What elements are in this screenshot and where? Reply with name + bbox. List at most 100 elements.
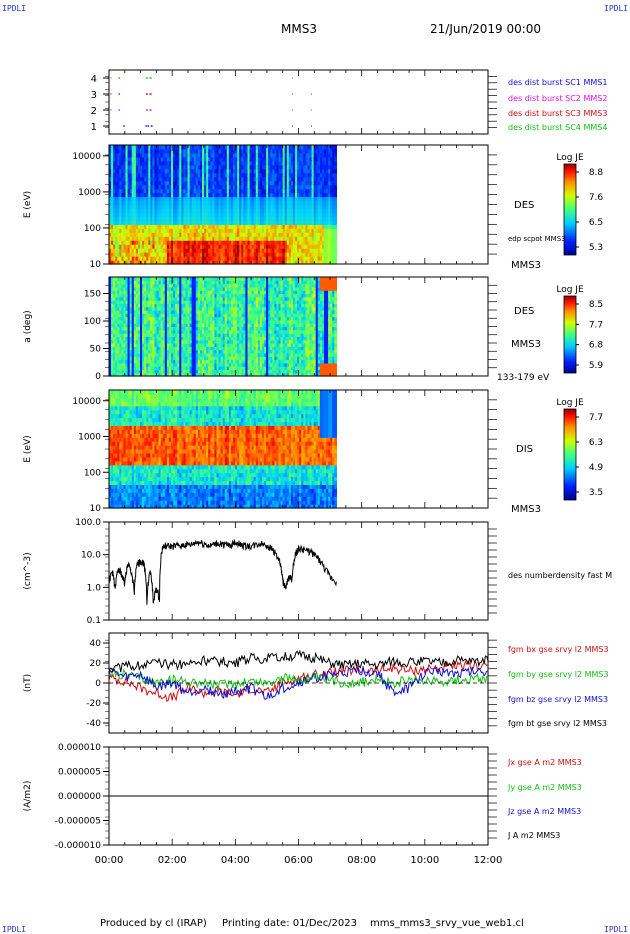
des_energy-cell	[146, 145, 149, 150]
des_energy-cell	[222, 180, 226, 186]
des_energy-cell	[144, 256, 147, 261]
des_energy-cell	[125, 148, 129, 154]
des_energy-cell	[195, 240, 199, 245]
des_energy-cell	[121, 200, 125, 206]
des_energy-cell	[226, 216, 230, 221]
des_energy-cell	[290, 236, 294, 241]
des_energy-cell	[183, 204, 187, 210]
des_energy-cell	[173, 216, 176, 221]
des_pitch-cell	[204, 293, 207, 298]
des_pitch-cell	[150, 277, 154, 281]
des_energy-cell	[330, 152, 333, 158]
des_energy-cell	[125, 145, 129, 150]
des_energy-cell	[237, 152, 240, 158]
des_pitch-cell	[191, 300, 195, 304]
des_energy-cell	[222, 232, 226, 237]
des_energy-cell	[146, 252, 149, 257]
des_energy-cell	[290, 164, 294, 170]
des_energy-cell	[197, 184, 201, 190]
des_pitch-cell	[193, 319, 197, 324]
des_energy-cell	[257, 192, 261, 198]
des_pitch-cell	[135, 336, 139, 341]
des_energy-cell	[162, 172, 166, 178]
des_energy-cell	[292, 232, 296, 237]
des_energy-cell	[168, 160, 172, 166]
des_pitch-cell	[133, 306, 137, 311]
des_energy-cell	[146, 164, 149, 170]
des_energy-cell	[121, 188, 125, 194]
des_energy-cell	[266, 180, 269, 186]
des_energy-cell	[224, 248, 228, 253]
des_pitch-cell	[171, 349, 174, 354]
des_pitch-cell	[202, 343, 205, 347]
des_energy-cell	[268, 228, 271, 233]
des_energy-cell	[148, 184, 151, 190]
des_energy-cell	[326, 180, 329, 186]
des_pitch-cell	[208, 300, 211, 304]
des_energy-cell	[135, 232, 139, 237]
des_energy-cell	[131, 228, 135, 233]
des_energy-cell	[274, 180, 278, 186]
des_pitch-cell	[111, 366, 114, 370]
des_energy-cell	[142, 244, 145, 249]
des_pitch-cell	[204, 286, 207, 291]
des_energy-cell	[305, 212, 309, 217]
des_energy-cell	[109, 240, 112, 245]
des_pitch-cell	[175, 352, 178, 357]
des_energy-cell	[259, 208, 263, 214]
des_energy-cell	[326, 204, 329, 210]
des_energy-cell	[195, 220, 199, 225]
des_pitch-cell	[175, 319, 178, 324]
des_energy-cell	[224, 148, 228, 154]
des_energy-cell	[299, 248, 302, 253]
des_pitch-cell	[160, 352, 164, 357]
des_energy-cell	[272, 248, 275, 253]
des_energy-cell	[305, 216, 309, 221]
des_energy-cell	[330, 168, 333, 174]
des_pitch-cell	[123, 336, 127, 341]
des_energy-cell	[261, 260, 265, 265]
des_energy-cell	[268, 252, 271, 257]
des_pitch-cell	[127, 280, 131, 285]
des_energy-cell	[311, 208, 315, 214]
des_energy-cell	[245, 180, 249, 186]
des_energy-cell	[245, 244, 249, 249]
des_energy-cell	[328, 240, 331, 245]
des_energy-cell	[156, 145, 160, 150]
des_energy-cell	[334, 212, 337, 217]
des_energy-cell	[156, 184, 160, 190]
des_pitch-cell	[185, 323, 189, 328]
des_energy-cell	[148, 220, 151, 225]
des_energy-cell	[230, 256, 234, 261]
des_energy-cell	[247, 256, 251, 261]
des_energy-cell	[230, 224, 234, 229]
des_energy-cell	[270, 148, 273, 154]
des_pitch-cell	[115, 300, 118, 304]
des_energy-cell	[307, 145, 311, 150]
des_pitch-cell	[210, 286, 213, 291]
des_energy-cell	[115, 188, 118, 194]
des_energy-cell	[233, 160, 236, 166]
des_pitch-cell	[146, 329, 149, 334]
des_energy-cell	[189, 192, 193, 198]
des_energy-cell	[127, 220, 131, 225]
des_energy-cell	[268, 168, 271, 174]
des_pitch-cell	[127, 369, 131, 374]
des_pitch-cell	[189, 336, 193, 341]
des_energy-cell	[173, 184, 176, 190]
des_energy-cell	[319, 180, 323, 186]
des_pitch-cell	[154, 286, 158, 291]
des_energy-cell	[274, 260, 278, 265]
des_energy-cell	[239, 184, 242, 190]
des_pitch-cell	[160, 303, 164, 308]
des_pitch-cell	[140, 372, 143, 377]
des_energy-cell	[135, 208, 139, 214]
des_pitch-cell	[202, 333, 205, 337]
des_pitch-cell	[146, 290, 149, 295]
des_energy-cell	[137, 208, 141, 214]
des_energy-cell	[189, 208, 193, 214]
des_pitch-cell	[173, 319, 176, 324]
des_energy-cell	[239, 188, 242, 194]
des_energy-cell	[307, 172, 311, 178]
des_energy-cell	[301, 164, 304, 170]
